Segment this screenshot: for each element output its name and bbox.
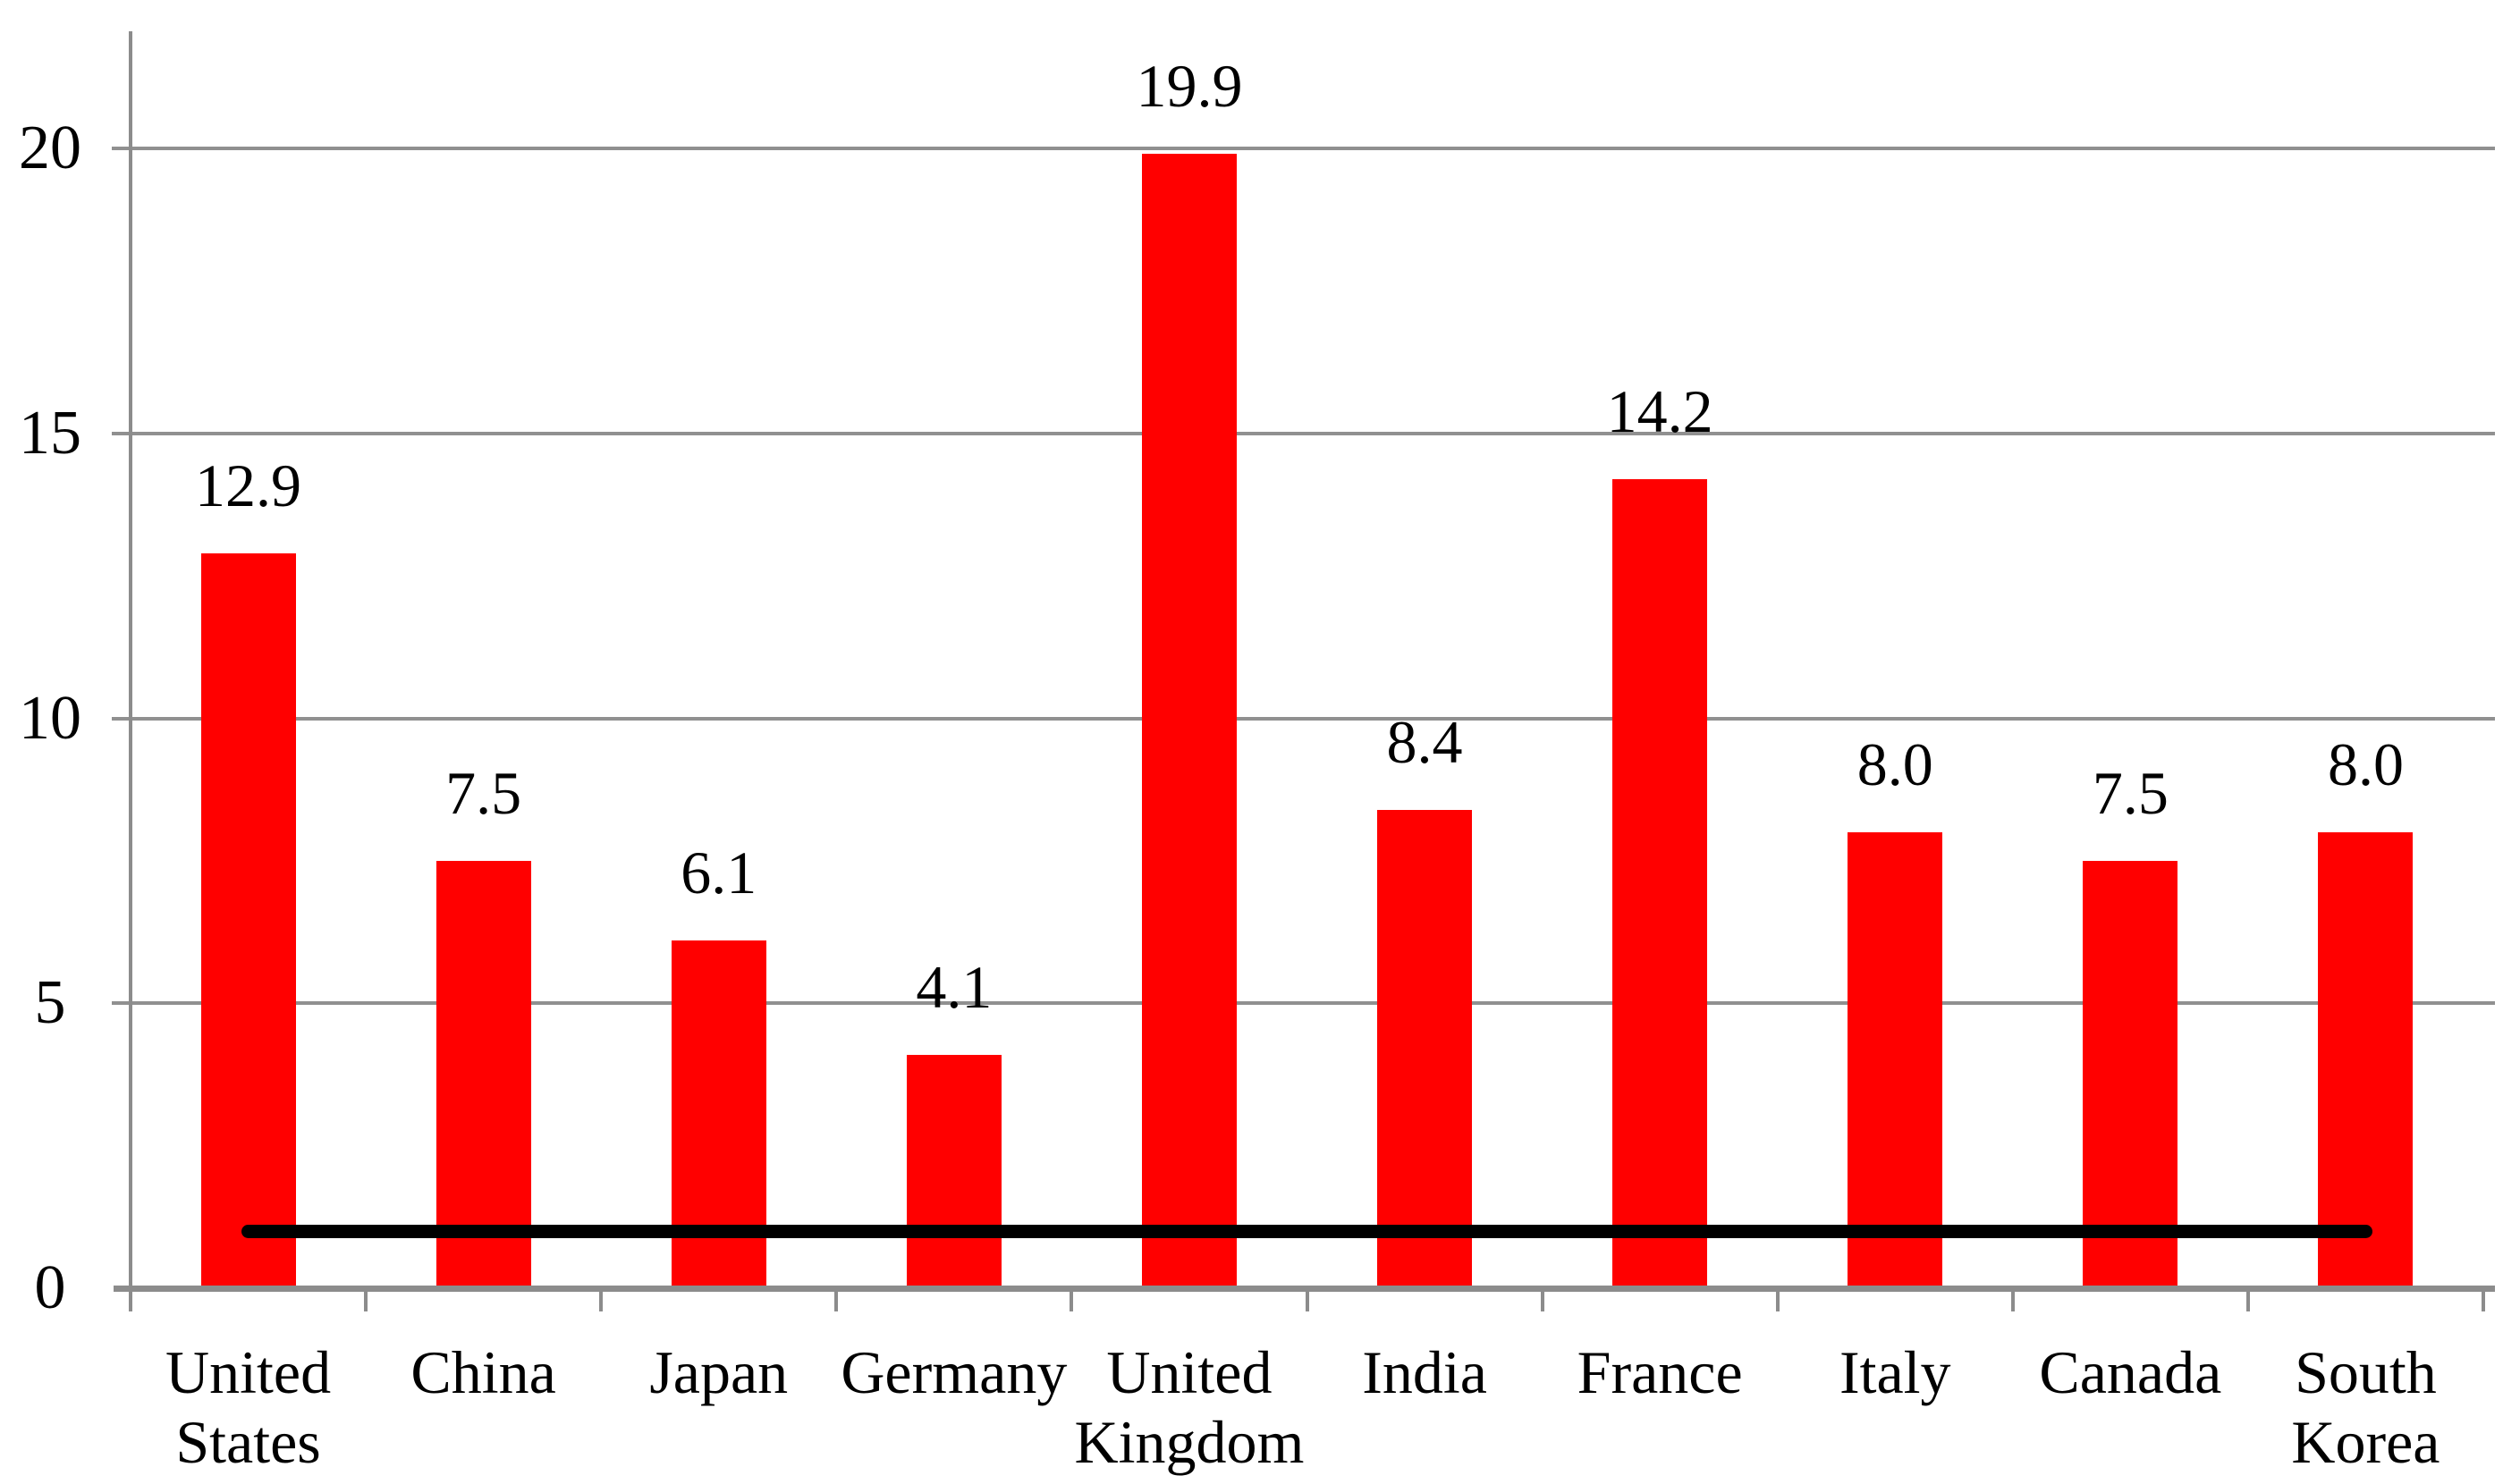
category-label: United States	[97, 1337, 401, 1477]
bar-value-label: 8.0	[1856, 730, 1933, 798]
gridline	[112, 147, 2495, 150]
category-label: Japan	[567, 1337, 871, 1407]
y-axis-tick-label: 20	[19, 114, 81, 182]
y-axis-tick-label: 10	[19, 683, 81, 753]
y-axis-tick-label: 15	[19, 398, 81, 468]
category-label-line: China	[410, 1338, 556, 1406]
category-label: China	[332, 1337, 636, 1407]
bar	[200, 552, 296, 1288]
category-label: South Korea	[2213, 1337, 2503, 1477]
category-label-line: Italy	[1839, 1338, 1951, 1406]
bar	[1848, 832, 1943, 1288]
category-label-line: India	[1362, 1338, 1487, 1406]
x-axis-tick	[599, 1292, 604, 1311]
category-label: France	[1508, 1337, 1812, 1407]
category-label: Italy	[1743, 1337, 2047, 1407]
bar	[2083, 860, 2178, 1288]
y-axis-tick-label: 0	[34, 1253, 66, 1322]
category-label: United Kingdom	[1037, 1337, 1341, 1477]
category-label-line: Germany	[841, 1338, 1068, 1406]
bar	[435, 860, 531, 1288]
x-axis-tick	[1070, 1292, 1074, 1311]
category-label-line: United	[165, 1338, 332, 1406]
x-axis-tick	[1775, 1292, 1780, 1311]
x-axis-tick	[834, 1292, 839, 1311]
category-label-line: Japan	[649, 1338, 789, 1406]
bar-value-label: 14.2	[1606, 376, 1713, 445]
gridline	[112, 716, 2495, 721]
bar	[1377, 809, 1473, 1288]
bar-value-label: 8.0	[2327, 730, 2404, 798]
bar	[2318, 832, 2414, 1288]
category-label: Germany	[802, 1337, 1106, 1407]
bar-value-label: 7.5	[445, 758, 522, 827]
category-label-line: South	[2295, 1338, 2437, 1406]
x-axis-tick	[2010, 1292, 2015, 1311]
category-label: Canada	[1978, 1337, 2282, 1407]
bar	[1612, 478, 1708, 1288]
x-axis-tick	[2482, 1292, 2485, 1311]
bar-value-label: 12.9	[195, 451, 302, 519]
bar-value-label: 6.1	[681, 839, 757, 907]
bar-value-label: 8.4	[1386, 707, 1463, 776]
category-label: India	[1273, 1337, 1577, 1407]
x-axis-tick	[364, 1292, 368, 1311]
bar	[1141, 154, 1237, 1288]
x-axis-tick	[1540, 1292, 1544, 1311]
category-label-line: United	[1106, 1338, 1273, 1406]
x-axis-tick	[129, 1292, 132, 1311]
bar	[906, 1054, 1002, 1288]
bar-value-label: 7.5	[2092, 758, 2169, 827]
reference-line	[241, 1224, 2372, 1238]
gridline	[112, 431, 2495, 435]
category-label-line: Kingdom	[1074, 1408, 1305, 1476]
category-label-line: Korea	[2291, 1408, 2440, 1476]
x-axis-tick	[2245, 1292, 2250, 1311]
y-axis-line	[129, 31, 132, 1311]
category-label-line: States	[175, 1408, 321, 1476]
x-axis-line	[114, 1286, 2495, 1292]
bar-value-label: 19.9	[1136, 52, 1243, 121]
category-label-line: Canada	[2039, 1338, 2222, 1406]
x-axis-tick	[1305, 1292, 1309, 1311]
category-label-line: France	[1577, 1338, 1743, 1406]
bar-value-label: 4.1	[916, 952, 993, 1021]
y-axis-tick-label: 5	[34, 968, 66, 1038]
gridline	[112, 1001, 2495, 1006]
